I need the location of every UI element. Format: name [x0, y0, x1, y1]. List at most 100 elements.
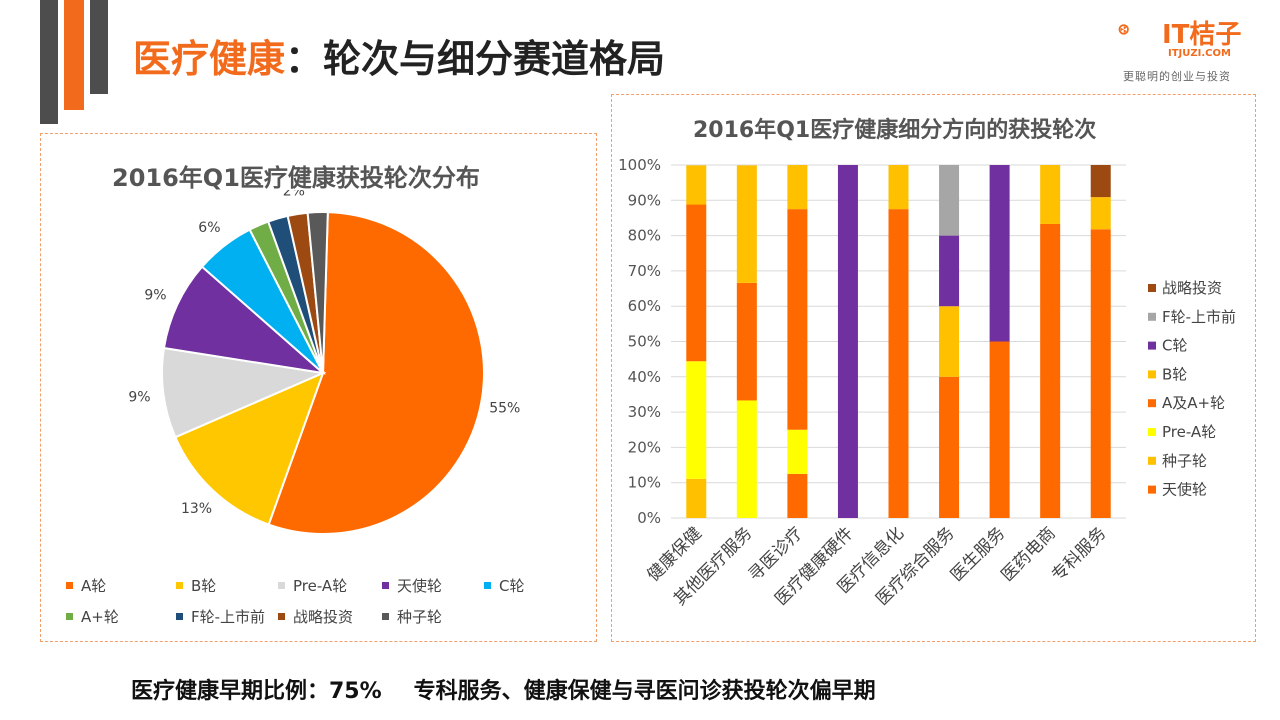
- decor-bar-dark-2: [90, 0, 108, 94]
- pie-chart-panel: [40, 133, 597, 642]
- pie-data-label-5: 6%: [198, 220, 220, 236]
- bar-segment: [888, 165, 909, 210]
- pie-data-label-4: 9%: [144, 287, 166, 303]
- logo-url: ITJUZI.COM: [1168, 48, 1231, 59]
- itjuzi-logo-icon: [1118, 24, 1129, 35]
- bar-legend-label: Pre-A轮: [1162, 423, 1216, 441]
- pie-slice-3: [161, 346, 327, 439]
- page-title-rest: ：轮次与细分赛道格局: [285, 37, 666, 81]
- pie-legend-label: 天使轮: [397, 577, 443, 595]
- pie-legend-item: A轮: [66, 575, 106, 596]
- y-tick-label: 30%: [628, 403, 661, 421]
- decor-bar-dark-1: [40, 0, 58, 124]
- bar-segment: [1040, 223, 1061, 518]
- bar-segment: [1090, 197, 1111, 230]
- pie-chart: 55% 13% 9% 9% 6% 2%: [128, 190, 520, 535]
- y-tick-label: 80%: [628, 227, 661, 245]
- bar-legend-label: B轮: [1162, 365, 1187, 383]
- pie-legend-swatch: [382, 613, 389, 620]
- bar-segment: [1090, 165, 1111, 198]
- bar-segment: [939, 235, 960, 307]
- pie-legend-label: A轮: [81, 577, 107, 595]
- bar-legend-label: 战略投资: [1162, 279, 1222, 297]
- page-title-highlight: 医疗健康: [133, 37, 286, 81]
- pie-legend-item: 种子轮: [382, 606, 442, 627]
- y-tick-label: 100%: [618, 156, 661, 174]
- y-tick-label: 60%: [628, 297, 661, 315]
- pie-legend-label: 种子轮: [397, 608, 443, 626]
- pie-data-label-2: 13%: [181, 501, 212, 517]
- pie-slice-1: [267, 211, 485, 535]
- x-category-label: 医药电商: [997, 523, 1059, 585]
- bar-segment: [686, 204, 707, 362]
- pie-legend-label: A+轮: [81, 608, 119, 626]
- bar-segment: [989, 165, 1010, 342]
- pie-data-label-3: 9%: [128, 389, 150, 405]
- pie-slice-2: [174, 371, 325, 526]
- pie-legend-label: 战略投资: [293, 608, 354, 626]
- pie-legend-swatch: [176, 582, 183, 589]
- bar-segment: [787, 429, 808, 474]
- pie-legend-swatch: [278, 613, 285, 620]
- pie-legend-item: 天使轮: [382, 575, 442, 596]
- bar-segment: [787, 209, 808, 430]
- y-tick-label: 50%: [628, 333, 661, 351]
- footer-summary: 医疗健康早期比例：75% 专科服务、健康保健与寻医问诊获投轮次偏早期: [131, 673, 908, 705]
- bar-segment: [1090, 229, 1111, 518]
- page-title: 医疗健康：轮次与细分赛道格局: [133, 28, 665, 83]
- pie-legend-swatch: [176, 613, 183, 620]
- footer-left: 医疗健康早期比例：75%: [131, 679, 382, 704]
- bar-segment: [686, 361, 707, 479]
- bar-segment: [686, 165, 707, 205]
- decor-bar-orange: [64, 0, 84, 110]
- bar-segment: [837, 165, 858, 518]
- bar-segment: [736, 165, 757, 283]
- pie-legend-label: B轮: [191, 577, 217, 595]
- pie-legend-item: A+轮: [66, 606, 119, 627]
- pie-slice-4: [162, 265, 327, 375]
- bar-legend-label: F轮-上市前: [1162, 308, 1236, 326]
- pie-legend-swatch: [278, 582, 285, 589]
- bar-legend-swatch: [1148, 312, 1156, 321]
- bar-segment: [736, 400, 757, 518]
- pie-legend-item: 战略投资: [278, 606, 353, 627]
- bar-legend-swatch: [1148, 485, 1156, 494]
- pie-chart-title: 2016年Q1医疗健康获投轮次分布: [112, 164, 480, 192]
- y-tick-label: 90%: [628, 191, 661, 209]
- y-tick-label: 70%: [628, 262, 661, 280]
- bar-segment: [1040, 165, 1061, 224]
- pie-legend-label: Pre-A轮: [293, 577, 348, 595]
- bar-legend-label: 种子轮: [1162, 452, 1207, 470]
- stacked-bar-chart: 0%10%20%30%40%50%60%70%80%90%100%健康保健其他医…: [618, 156, 1236, 610]
- pie-data-label-1: 55%: [489, 400, 520, 416]
- pie-legend-label: C轮: [499, 577, 525, 595]
- bar-segment: [939, 165, 960, 236]
- pie-legend-item: C轮: [484, 575, 524, 596]
- bar-legend-swatch: [1148, 399, 1156, 408]
- pie-slice-9: [306, 211, 329, 374]
- bar-segment: [939, 376, 960, 518]
- footer-right: 专科服务、健康保健与寻医问诊获投轮次偏早期: [413, 679, 876, 704]
- pie-legend-label: F轮-上市前: [191, 608, 266, 626]
- bar-segment: [888, 209, 909, 518]
- logo-name: IT桔子: [1162, 20, 1242, 50]
- bar-chart-panel: [611, 94, 1256, 642]
- pie-legend-swatch: [66, 582, 73, 589]
- bar-segment: [736, 282, 757, 401]
- bar-chart-title: 2016年Q1医疗健康细分方向的获投轮次: [693, 118, 1097, 143]
- pie-legend-item: Pre-A轮: [278, 575, 347, 596]
- bar-legend-label: C轮: [1162, 337, 1187, 355]
- pie-data-label-8: 2%: [283, 190, 305, 199]
- y-tick-label: 40%: [628, 368, 661, 386]
- pie-legend-swatch: [484, 582, 491, 589]
- x-category-label: 专科服务: [1048, 523, 1110, 585]
- bar-legend-swatch: [1148, 456, 1156, 465]
- bar-segment: [686, 478, 707, 518]
- pie-legend-swatch: [382, 582, 389, 589]
- bar-segment: [939, 306, 960, 377]
- bar-segment: [787, 165, 808, 210]
- x-category-label: 医生服务: [947, 523, 1009, 585]
- bar-legend-label: A及A+轮: [1162, 394, 1225, 412]
- bar-legend-swatch: [1148, 428, 1156, 436]
- bar-segment: [989, 341, 1010, 518]
